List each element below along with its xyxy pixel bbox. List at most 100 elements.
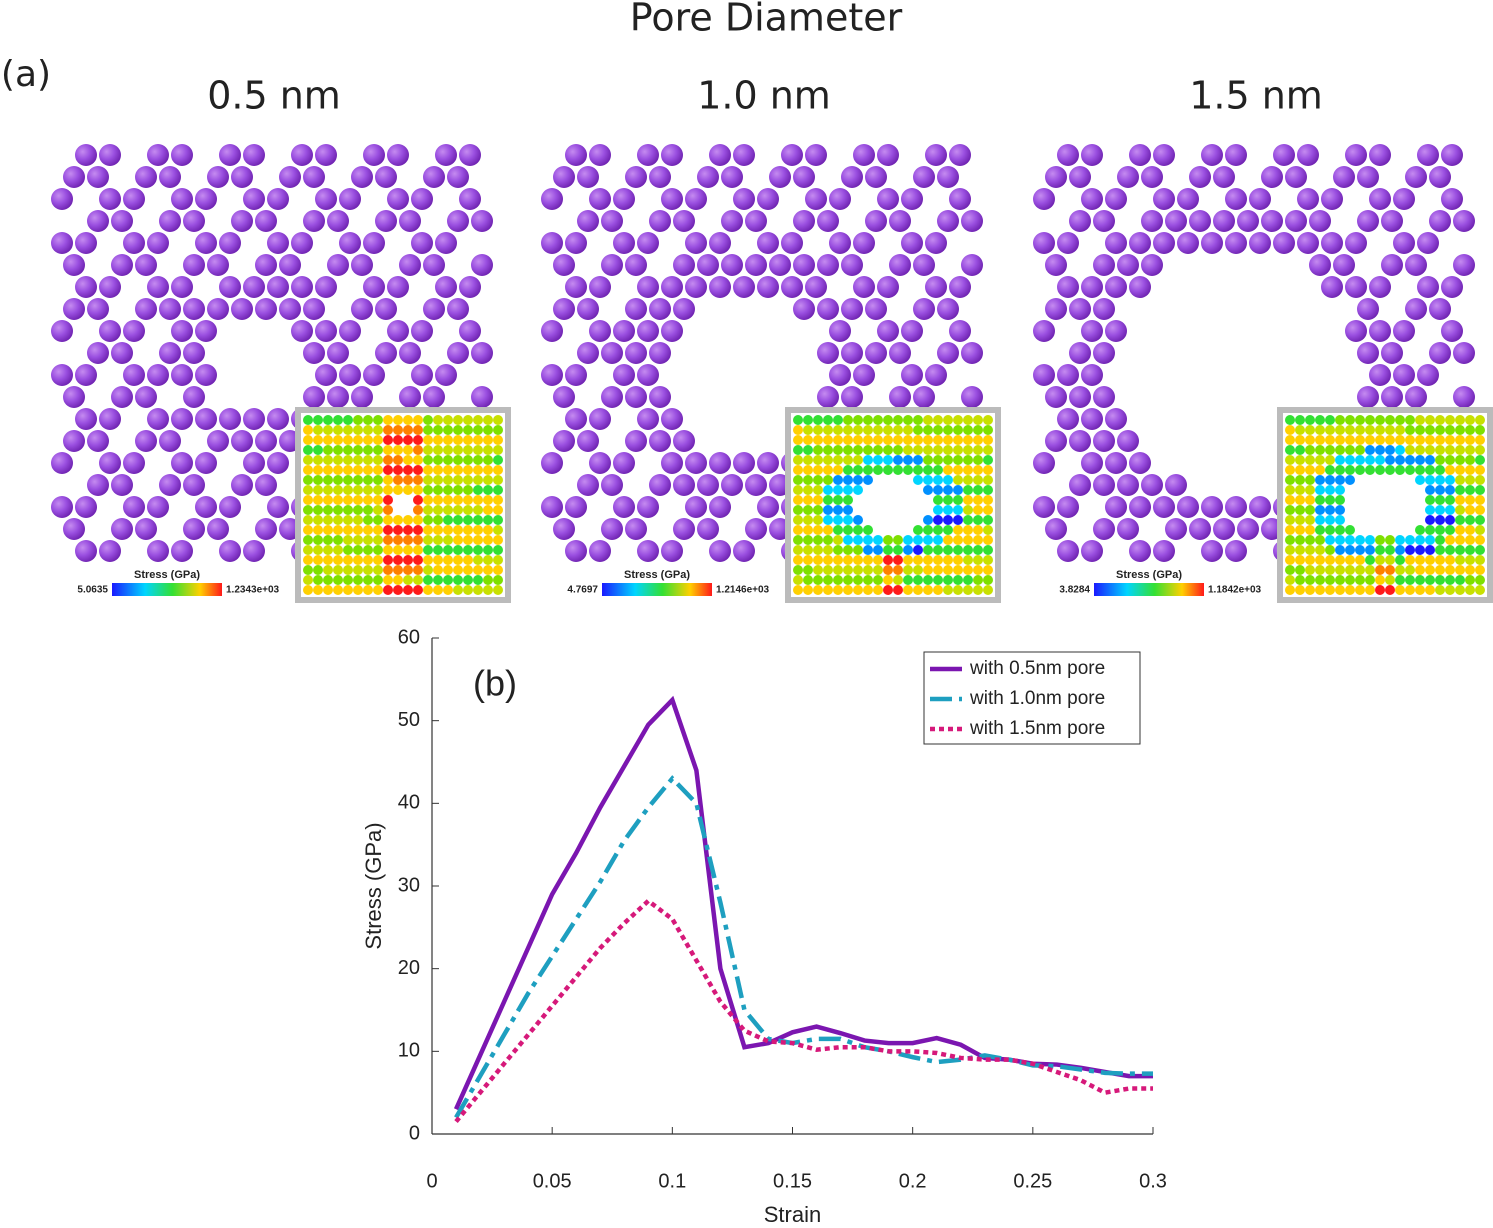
atom (75, 144, 97, 166)
colorbar-title: Stress (GPa) (1116, 569, 1182, 581)
atom (1105, 452, 1127, 474)
atom (99, 452, 121, 474)
stress-atom (433, 495, 443, 505)
atom (75, 408, 97, 430)
atom (1237, 210, 1259, 232)
atom (889, 254, 911, 276)
stress-atom (493, 475, 503, 485)
stress-atom (303, 445, 313, 455)
stress-atom (1335, 465, 1345, 475)
atom (1057, 276, 1079, 298)
stress-atom (943, 565, 953, 575)
atom (1165, 210, 1187, 232)
stress-atom (1385, 545, 1395, 555)
stress-atom (1415, 475, 1425, 485)
stress-atom (1335, 585, 1345, 595)
atom (649, 474, 671, 496)
atom (1213, 518, 1235, 540)
stress-atom (933, 455, 943, 465)
stress-atom (1405, 445, 1415, 455)
stress-atom (903, 585, 913, 595)
atom (291, 320, 313, 342)
stress-atom (1345, 525, 1355, 535)
stress-atom (383, 585, 393, 595)
stress-atom (1315, 455, 1325, 465)
atom (315, 144, 337, 166)
stress-atom (1455, 415, 1465, 425)
atom (87, 342, 109, 364)
atom (733, 452, 755, 474)
stress-atom (373, 465, 383, 475)
stress-atom (433, 515, 443, 525)
atom (925, 364, 947, 386)
stress-atom (1295, 535, 1305, 545)
stress-atom (333, 505, 343, 515)
atom (243, 276, 265, 298)
stress-atom (423, 455, 433, 465)
stress-atom (1415, 575, 1425, 585)
stress-atom (333, 455, 343, 465)
stress-atom (793, 455, 803, 465)
atom (243, 540, 265, 562)
stress-atom (463, 445, 473, 455)
stress-atom (1465, 455, 1475, 465)
atom (1201, 496, 1223, 518)
atom (183, 518, 205, 540)
stress-atom (433, 525, 443, 535)
stress-atom (833, 455, 843, 465)
stress-atom (963, 475, 973, 485)
atom (1225, 496, 1247, 518)
stress-atom (473, 415, 483, 425)
stress-atom (403, 545, 413, 555)
stress-atom (1425, 475, 1435, 485)
atom (1057, 408, 1079, 430)
atom (637, 232, 659, 254)
atom (291, 276, 313, 298)
stress-atom (973, 455, 983, 465)
atom (87, 298, 109, 320)
atom (1345, 144, 1367, 166)
stress-atom (953, 495, 963, 505)
stress-atom (923, 485, 933, 495)
atom (1081, 452, 1103, 474)
stress-atom (443, 435, 453, 445)
stress-atom (813, 515, 823, 525)
stress-atom (1345, 445, 1355, 455)
atom (1453, 254, 1475, 276)
stress-atom (853, 585, 863, 595)
stress-atom (433, 435, 443, 445)
stress-atom (1285, 425, 1295, 435)
stress-atom (793, 505, 803, 515)
atom (351, 298, 373, 320)
stress-atom (1345, 585, 1355, 595)
colorbar (1094, 583, 1204, 596)
atom (865, 342, 887, 364)
stress-atom (383, 565, 393, 575)
atom (625, 430, 647, 452)
atom (541, 452, 563, 474)
stress-atom (953, 575, 963, 585)
stress-atom (963, 555, 973, 565)
stress-atom (863, 435, 873, 445)
stress-atom (403, 435, 413, 445)
stress-atom (873, 455, 883, 465)
stress-atom (1465, 475, 1475, 485)
stress-atom (343, 505, 353, 515)
stress-atom (493, 515, 503, 525)
stress-atom (1445, 475, 1455, 485)
atom (1057, 496, 1079, 518)
atom (123, 364, 145, 386)
stress-atom (413, 415, 423, 425)
stress-atom (913, 455, 923, 465)
atom (1033, 496, 1055, 518)
stress-atom (453, 485, 463, 495)
atom (375, 166, 397, 188)
stress-atom (463, 515, 473, 525)
annotation: (b) (473, 663, 517, 704)
stress-atom (1305, 515, 1315, 525)
atom (147, 496, 169, 518)
stress-atom (823, 585, 833, 595)
atom (339, 232, 361, 254)
stress-atom (953, 435, 963, 445)
stress-atom (473, 475, 483, 485)
